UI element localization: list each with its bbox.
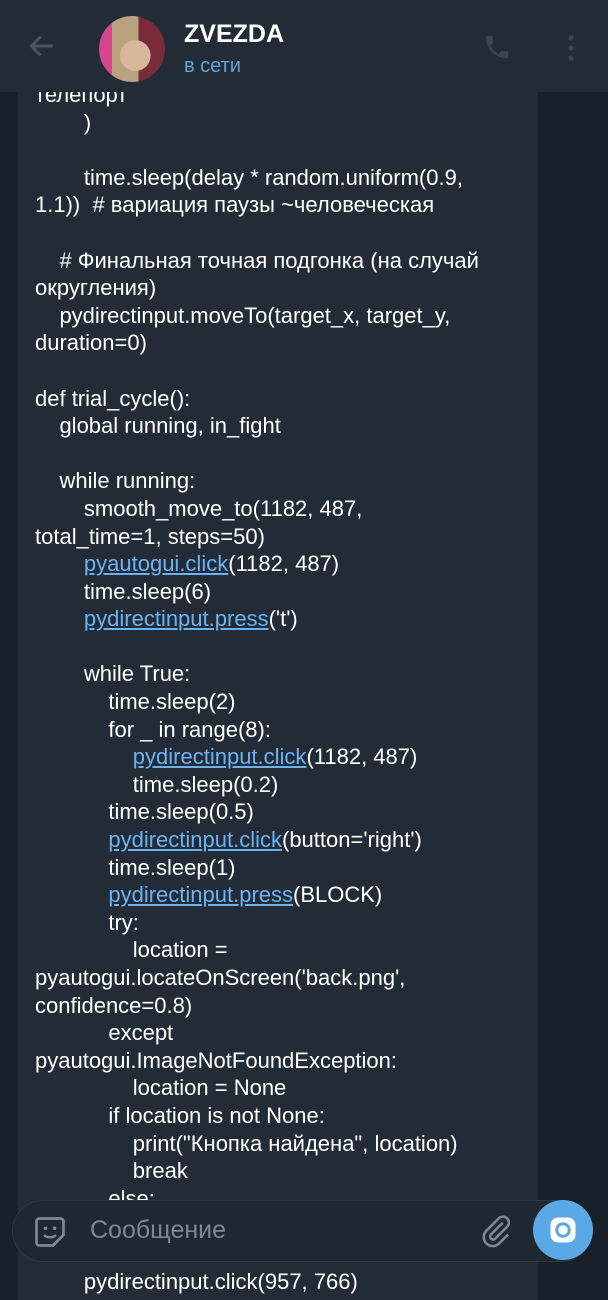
code-line: pydirectinput.click(957, 766) [35,1268,479,1296]
code-line: break [35,1157,479,1185]
code-line: pydirectinput.click(button='right') [35,826,479,854]
code-link[interactable]: pydirectinput.click [132,744,307,770]
code-text: global running, in_fight [35,413,281,439]
code-text: try: [35,909,139,935]
code-text: (1182, 487) [306,744,418,770]
code-text: (1182, 487) [228,551,340,577]
code-text: 1.1)) # вариация паузы ~человеческая [35,192,435,218]
code-text: confidence=0.8) [35,992,193,1018]
code-text: округления) [35,275,157,301]
code-line [35,357,479,385]
code-text: pyautogui.locateOnScreen('back.png', [35,965,406,990]
code-line: for _ in range(8): [35,716,479,744]
code-text: location = None [35,1075,287,1101]
code-text [35,606,84,631]
code-text: ) [35,109,92,135]
code-text [35,882,108,907]
code-link[interactable]: pydirectinput.press [83,606,269,632]
code-text: location = [35,937,228,963]
code-line: except [35,1019,479,1047]
code-line: time.sleep(delay * random.uniform(0.9, [35,164,479,192]
code-line: pydirectinput.moveTo(target_x, target_y, [35,302,479,330]
code-text: def trial_cycle(): [35,385,191,411]
code-line [35,219,479,247]
code-link[interactable]: pyautogui.click [83,551,229,577]
code-text: time.sleep(1) [35,854,236,880]
code-line: time.sleep(0.2) [35,771,479,799]
phone-icon[interactable] [482,32,512,62]
code-line: pyautogui.click(1182, 487) [35,550,479,578]
code-link[interactable]: pydirectinput.press [108,882,294,908]
code-line: pydirectinput.press(BLOCK) [35,881,479,909]
camera-button[interactable] [533,1200,593,1260]
message-code-text: телепорт ) time.sleep(delay * random.uni… [35,81,479,1295]
code-line [35,633,479,661]
code-line: total_time=1, steps=50) [35,523,479,551]
code-line: duration=0) [35,329,479,357]
code-text: print("Кнопка найдена", location) [35,1130,458,1156]
code-line: location = None [35,1074,479,1102]
code-line: print("Кнопка найдена", location) [35,1130,479,1158]
message-bubble [18,80,538,1300]
code-text [35,551,84,576]
code-text: total_time=1, steps=50) [35,523,265,549]
code-line: while True: [35,660,479,688]
chat-title[interactable]: ZVEZDA [184,20,284,48]
code-line: confidence=0.8) [35,992,479,1020]
code-line: location = [35,936,479,964]
chat-header: ZVEZDA в сети [0,0,608,92]
code-text: duration=0) [35,330,147,356]
code-text: ('t') [268,606,298,632]
code-line: while running: [35,467,479,495]
more-vertical-icon[interactable] [566,34,576,62]
code-line: pydirectinput.click(1182, 487) [35,743,479,771]
code-line: if location is not None: [35,1102,479,1130]
code-text: time.sleep(0.5) [35,799,254,825]
code-text: time.sleep(0.2) [35,771,279,797]
code-text: (button='right') [282,827,422,853]
code-line: global running, in_fight [35,412,479,440]
code-line [35,440,479,468]
code-text: smooth_move_to(1182, 487, [35,495,363,521]
code-text [35,744,133,769]
code-line: ) [35,109,479,137]
code-line: def trial_cycle(): [35,385,479,413]
code-line: # Финальная точная подгонка (на случай [35,247,479,275]
code-text: while True: [35,661,191,687]
code-line: time.sleep(6) [35,578,479,606]
code-text: time.sleep(delay * random.uniform(0.9, [35,164,463,190]
code-text [35,827,108,852]
code-text: (BLOCK) [293,882,383,908]
code-line: pyautogui.ImageNotFoundException: [35,1047,479,1075]
code-link[interactable]: pydirectinput.click [108,827,282,853]
code-text: while running: [35,468,196,494]
sticker-icon[interactable] [32,1214,68,1250]
code-line: pydirectinput.press('t') [35,605,479,633]
attach-icon[interactable] [478,1212,514,1250]
code-line: pyautogui.locateOnScreen('back.png', [35,964,479,992]
code-text: pydirectinput.click(957, 766) [35,1268,358,1294]
code-text: pydirectinput.moveTo(target_x, target_y, [35,302,451,328]
code-line: time.sleep(1) [35,854,479,882]
code-line: 1.1)) # вариация паузы ~человеческая [35,191,479,219]
code-line: time.sleep(2) [35,688,479,716]
code-text: time.sleep(6) [35,578,212,604]
code-text: pyautogui.ImageNotFoundException: [35,1047,398,1073]
camera-icon [550,1217,576,1243]
code-text: break [35,1158,188,1184]
code-line: smooth_move_to(1182, 487, [35,495,479,523]
message-input[interactable]: Сообщение [90,1216,227,1244]
code-text: except [35,1020,174,1046]
code-line: try: [35,909,479,937]
online-status: в сети [184,55,241,77]
code-line: округления) [35,274,479,302]
code-text: for _ in range(8): [35,716,271,742]
code-line [35,136,479,164]
code-text: time.sleep(2) [35,689,236,715]
code-text: # Финальная точная подгонка (на случай [35,247,479,273]
code-text: if location is not None: [35,1102,325,1128]
code-line: time.sleep(0.5) [35,798,479,826]
avatar[interactable] [99,16,165,82]
back-arrow-icon[interactable] [26,30,58,62]
